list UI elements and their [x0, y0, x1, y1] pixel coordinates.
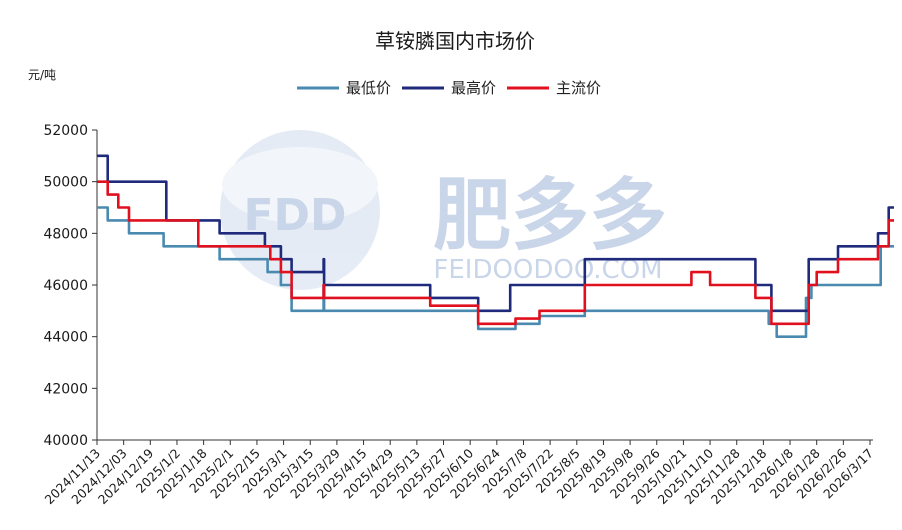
y-tick-label: 44000 [43, 330, 88, 346]
legend-label: 最低价 [346, 79, 391, 97]
y-axis-unit: 元/吨 [28, 68, 56, 82]
legend-label: 主流价 [556, 79, 601, 97]
watermark: FDD 肥多多 FEIDOODOO.COM [220, 130, 667, 290]
watermark-logo-swoosh [222, 147, 378, 223]
series-line-1 [97, 206, 894, 338]
y-tick-label: 46000 [43, 278, 88, 294]
legend-label: 最高价 [451, 79, 496, 97]
series-group [97, 154, 894, 338]
y-tick-label: 40000 [43, 433, 88, 449]
x-axis-ticks: 2024/11/132024/12/032024/12/192025/1/220… [42, 440, 876, 507]
series-line-3 [97, 180, 894, 326]
series-line-2 [97, 154, 894, 313]
watermark-brand-text: 肥多多 [433, 171, 667, 261]
y-tick-label: 48000 [43, 226, 88, 242]
y-tick-label: 42000 [43, 381, 88, 397]
chart-title: 草铵膦国内市场价 [375, 29, 535, 53]
legend: 最低价 最高价 主流价 [297, 79, 601, 97]
y-axis-ticks: 40000 42000 44000 46000 48000 50000 52000 [43, 123, 97, 449]
y-tick-label: 50000 [43, 175, 88, 191]
y-tick-label: 52000 [43, 123, 88, 139]
